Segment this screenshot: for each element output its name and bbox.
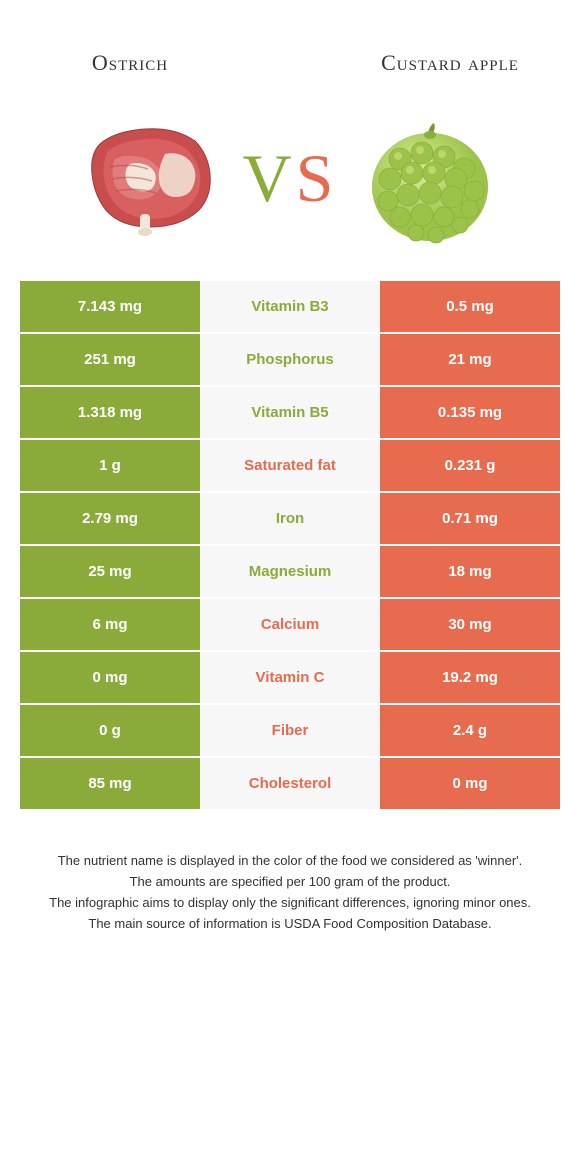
images-row: VS <box>0 96 580 281</box>
left-value-cell: 251 mg <box>20 334 200 385</box>
custard-apple-image <box>357 106 502 251</box>
right-value-cell: 18 mg <box>380 546 560 597</box>
nutrient-label-cell: Fiber <box>200 705 380 756</box>
right-food-title: Custard apple <box>350 50 550 76</box>
nutrient-label-cell: Saturated fat <box>200 440 380 491</box>
nutrient-label-cell: Cholesterol <box>200 758 380 809</box>
vs-label: VS <box>243 139 338 218</box>
nutrient-label-cell: Vitamin B5 <box>200 387 380 438</box>
table-row: 1 gSaturated fat0.231 g <box>20 440 560 493</box>
left-value-cell: 85 mg <box>20 758 200 809</box>
left-value-cell: 7.143 mg <box>20 281 200 332</box>
table-row: 7.143 mgVitamin B30.5 mg <box>20 281 560 334</box>
left-value-cell: 1.318 mg <box>20 387 200 438</box>
table-row: 25 mgMagnesium18 mg <box>20 546 560 599</box>
left-value-cell: 2.79 mg <box>20 493 200 544</box>
left-value-cell: 25 mg <box>20 546 200 597</box>
nutrient-label-cell: Iron <box>200 493 380 544</box>
table-row: 2.79 mgIron0.71 mg <box>20 493 560 546</box>
infographic-container: Ostrich Custard apple VS <box>0 0 580 935</box>
vs-s-letter: S <box>296 140 338 216</box>
footer-line-1: The nutrient name is displayed in the co… <box>20 851 560 872</box>
nutrient-label-cell: Vitamin C <box>200 652 380 703</box>
table-row: 1.318 mgVitamin B50.135 mg <box>20 387 560 440</box>
left-value-cell: 0 mg <box>20 652 200 703</box>
nutrient-comparison-table: 7.143 mgVitamin B30.5 mg251 mgPhosphorus… <box>20 281 560 811</box>
right-value-cell: 0.231 g <box>380 440 560 491</box>
vs-v-letter: V <box>243 140 296 216</box>
table-row: 251 mgPhosphorus21 mg <box>20 334 560 387</box>
footer-line-4: The main source of information is USDA F… <box>20 914 560 935</box>
right-value-cell: 0.135 mg <box>380 387 560 438</box>
header-row: Ostrich Custard apple <box>0 0 580 96</box>
right-value-cell: 21 mg <box>380 334 560 385</box>
nutrient-label-cell: Calcium <box>200 599 380 650</box>
left-food-title: Ostrich <box>30 50 230 76</box>
footer-notes: The nutrient name is displayed in the co… <box>20 851 560 934</box>
left-value-cell: 0 g <box>20 705 200 756</box>
nutrient-label-cell: Magnesium <box>200 546 380 597</box>
table-row: 85 mgCholesterol0 mg <box>20 758 560 811</box>
nutrient-label-cell: Phosphorus <box>200 334 380 385</box>
nutrient-label-cell: Vitamin B3 <box>200 281 380 332</box>
table-row: 0 mgVitamin C19.2 mg <box>20 652 560 705</box>
right-value-cell: 30 mg <box>380 599 560 650</box>
right-value-cell: 0.5 mg <box>380 281 560 332</box>
table-row: 6 mgCalcium30 mg <box>20 599 560 652</box>
right-value-cell: 19.2 mg <box>380 652 560 703</box>
right-value-cell: 0.71 mg <box>380 493 560 544</box>
right-value-cell: 2.4 g <box>380 705 560 756</box>
footer-line-3: The infographic aims to display only the… <box>20 893 560 914</box>
left-value-cell: 1 g <box>20 440 200 491</box>
footer-line-2: The amounts are specified per 100 gram o… <box>20 872 560 893</box>
table-row: 0 gFiber2.4 g <box>20 705 560 758</box>
right-value-cell: 0 mg <box>380 758 560 809</box>
left-value-cell: 6 mg <box>20 599 200 650</box>
ostrich-meat-image <box>78 106 223 251</box>
